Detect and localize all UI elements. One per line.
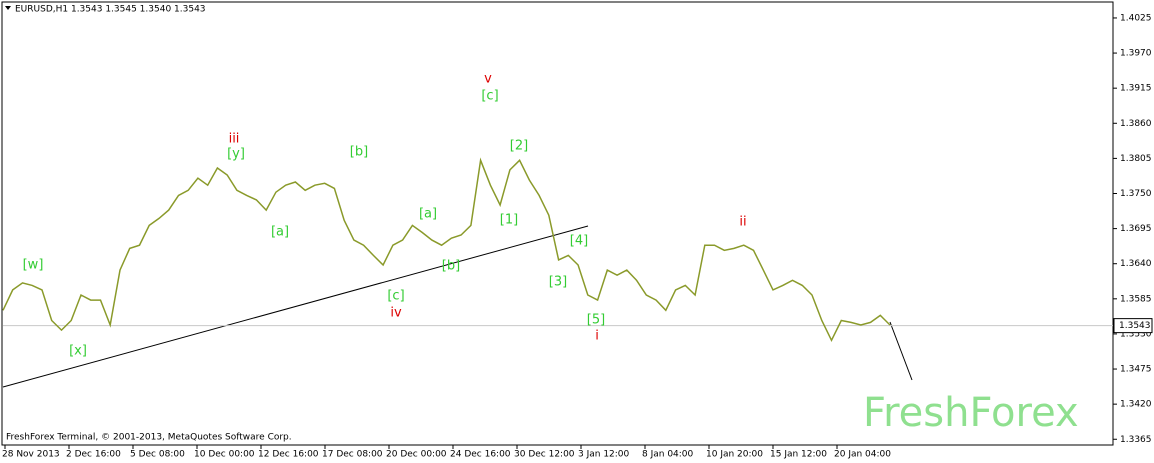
wave-label: [4] xyxy=(570,234,588,249)
menu-arrow xyxy=(5,6,11,10)
y-tick-label: 1.3585 xyxy=(1120,294,1152,304)
y-tick-label: 1.3475 xyxy=(1120,365,1152,375)
wave-label: [1] xyxy=(500,213,518,228)
price-line xyxy=(2,157,891,342)
x-tick-label: 12 Dec 16:00 xyxy=(258,450,319,460)
y-tick-label: 1.4025 xyxy=(1120,13,1152,23)
wave-label: [2] xyxy=(510,139,528,154)
wave-label: ii xyxy=(739,215,746,230)
wave-label: [a] xyxy=(419,207,437,222)
y-tick-label: 1.3915 xyxy=(1120,84,1152,94)
last-price-label: 1.3543 xyxy=(1119,321,1151,331)
wave-label: i xyxy=(595,329,599,344)
y-tick-label: 1.3640 xyxy=(1120,259,1152,269)
x-tick-label: 8 Jan 04:00 xyxy=(642,450,694,460)
wave-label: iv xyxy=(390,306,402,321)
x-tick-label: 10 Dec 00:00 xyxy=(194,450,255,460)
wave-label: [y] xyxy=(227,147,245,162)
trend-line xyxy=(2,225,589,388)
last-price-box xyxy=(1113,318,1153,334)
x-tick-label: 20 Dec 00:00 xyxy=(386,450,447,460)
watermark: FreshForex xyxy=(863,390,1079,436)
y-tick-label: 1.3750 xyxy=(1120,189,1152,199)
y-tick-label: 1.3420 xyxy=(1120,400,1152,410)
x-tick-label: 10 Jan 20:00 xyxy=(706,450,763,460)
wave-label: [c] xyxy=(387,289,404,304)
x-tick-label: 17 Dec 08:00 xyxy=(322,450,383,460)
forecast-arrow xyxy=(889,321,913,381)
wave-label: [5] xyxy=(587,313,605,328)
y-tick-label: 1.3530 xyxy=(1120,329,1152,339)
copyright: FreshForex Terminal, © 2001-2013, MetaQu… xyxy=(6,433,292,443)
x-tick-label: 5 Dec 08:00 xyxy=(130,450,185,460)
x-tick-label: 15 Jan 12:00 xyxy=(770,450,827,460)
wave-label: [3] xyxy=(549,275,567,290)
wave-label: [b] xyxy=(350,145,368,160)
plot-frame xyxy=(1,1,1114,446)
y-tick-label: 1.3695 xyxy=(1120,224,1152,234)
x-tick-label: 30 Dec 12:00 xyxy=(514,450,575,460)
x-tick-label: 3 Jan 12:00 xyxy=(578,450,630,460)
x-tick-label: 24 Dec 16:00 xyxy=(450,450,511,460)
x-tick-label: 20 Jan 04:00 xyxy=(834,450,891,460)
wave-label: [w] xyxy=(23,258,44,273)
y-tick-label: 1.3970 xyxy=(1120,49,1152,59)
chart-header: EURUSD,H1 1.3543 1.3545 1.3540 1.3543 xyxy=(15,5,206,15)
wave-label: [c] xyxy=(481,89,498,104)
x-tick-label: 28 Nov 2013 xyxy=(2,450,60,460)
wave-label: [x] xyxy=(69,344,87,359)
y-tick-label: 1.3860 xyxy=(1120,119,1152,129)
y-tick-label: 1.3365 xyxy=(1120,435,1152,445)
x-tick-label: 2 Dec 16:00 xyxy=(66,450,121,460)
wave-label: [a] xyxy=(271,225,289,240)
wave-label: iii xyxy=(229,132,240,147)
y-tick-label: 1.3805 xyxy=(1120,154,1152,164)
wave-label: v xyxy=(484,72,492,87)
wave-label: [b] xyxy=(442,259,460,274)
